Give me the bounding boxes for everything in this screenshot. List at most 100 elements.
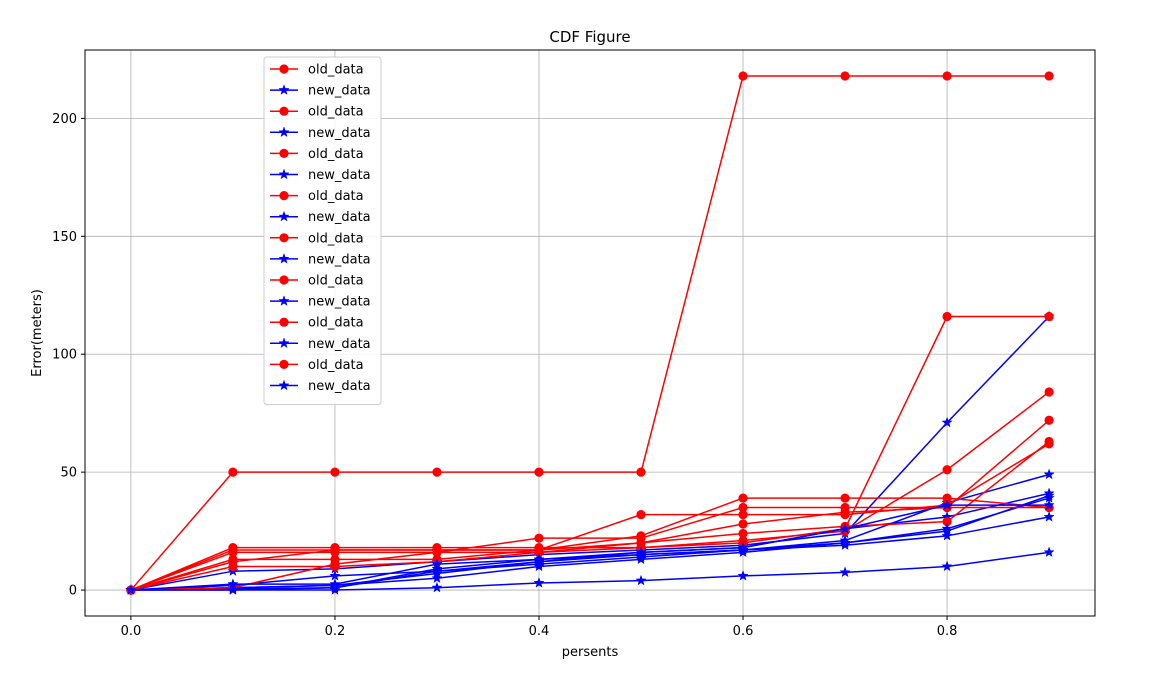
- data-point-10-7: [840, 509, 850, 520]
- data-point-13-3: [431, 581, 443, 593]
- data-point-0-8: [942, 71, 952, 81]
- data-point-7-4: [533, 560, 545, 572]
- data-point-6-9: [1044, 415, 1054, 425]
- data-point-12-4: [534, 533, 544, 543]
- legend-entry-4: old_data: [270, 147, 364, 162]
- legend-entry-11: new_data: [270, 295, 371, 310]
- legend-label-9: new_data: [308, 252, 371, 267]
- data-point-15-2: [329, 578, 341, 589]
- legend-marker-13: [278, 337, 290, 349]
- series-lines: [125, 71, 1055, 595]
- axis-ticks: 0.0 0.2 0.4 0.6 0.8 0 50 100 150 200: [52, 112, 957, 639]
- y-tick-label-4: 200: [52, 112, 77, 127]
- data-point-14-5: [636, 531, 646, 541]
- x-tick-label-2: 0.4: [529, 624, 550, 639]
- legend-marker-12: [279, 317, 289, 327]
- legend-marker-15: [278, 379, 290, 391]
- data-point-15-9: [1043, 499, 1055, 510]
- y-axis-label: Error(meters): [30, 289, 45, 377]
- legend-entry-8: old_data: [270, 231, 364, 246]
- legend-marker-5: [278, 168, 290, 180]
- data-point-14-2: [330, 545, 340, 555]
- series-15-new_data: [125, 499, 1055, 595]
- data-point-0-6: [738, 71, 748, 81]
- legend-marker-14: [279, 359, 289, 369]
- y-tick-label-3: 150: [52, 230, 77, 245]
- legend-entry-14: old_data: [270, 358, 364, 373]
- data-point-4-9: [1044, 387, 1054, 397]
- data-point-13-8: [941, 560, 953, 572]
- legend-label-1: new_data: [308, 84, 371, 99]
- legend-label-12: old_data: [308, 316, 364, 331]
- data-point-3-9: [1043, 468, 1055, 480]
- legend-label-3: new_data: [308, 126, 371, 141]
- data-point-0-5: [636, 467, 646, 477]
- data-point-15-6: [737, 541, 749, 553]
- legend-label-0: old_data: [308, 63, 364, 78]
- x-axis-label: persents: [562, 645, 619, 660]
- series-line-10: [130, 443, 1050, 591]
- data-point-12-7: [840, 502, 850, 513]
- legend-marker-1: [278, 84, 290, 95]
- data-point-15-8: [941, 499, 953, 510]
- data-point-0-3: [432, 467, 442, 477]
- data-point-8-8: [942, 517, 952, 527]
- legend-entry-1: new_data: [270, 84, 371, 99]
- series-14-old_data: [126, 493, 1054, 595]
- data-point-15-4: [533, 553, 545, 565]
- data-point-4-8: [942, 465, 952, 475]
- data-point-3-2: [329, 569, 341, 581]
- data-point-13-1: [227, 584, 239, 595]
- data-point-15-5: [635, 546, 647, 558]
- data-point-14-7: [840, 493, 850, 503]
- data-point-14-3: [432, 545, 442, 555]
- data-point-0-1: [228, 467, 238, 477]
- legend-label-2: old_data: [308, 105, 364, 120]
- series-line-4: [130, 391, 1050, 591]
- series-line-1: [130, 315, 1050, 591]
- data-point-14-6: [738, 493, 748, 503]
- legend-marker-3: [278, 126, 290, 138]
- data-point-0-7: [840, 71, 850, 81]
- legend-marker-7: [278, 210, 290, 222]
- y-tick-label-1: 50: [60, 466, 77, 481]
- data-point-10-6: [738, 509, 748, 520]
- data-point-7-3: [431, 572, 443, 584]
- legend-label-14: old_data: [308, 358, 364, 373]
- data-point-11-3: [431, 565, 443, 577]
- legend-entry-2: old_data: [270, 105, 364, 120]
- legend-label-4: old_data: [308, 147, 364, 162]
- legend-marker-11: [278, 295, 290, 306]
- data-point-11-9: [1043, 510, 1055, 522]
- data-point-6-6: [738, 519, 748, 529]
- legend-label-6: old_data: [308, 189, 364, 204]
- legend-entry-7: new_data: [270, 210, 371, 225]
- plot-frame: [84, 49, 1096, 617]
- data-point-2-8: [942, 311, 952, 322]
- data-point-1-8: [941, 416, 953, 428]
- legend: old_data new_data old_data new_data old_data…: [263, 56, 382, 406]
- legend-entry-9: new_data: [270, 252, 371, 267]
- data-point-10-5: [636, 509, 646, 520]
- legend-label-5: new_data: [308, 168, 371, 183]
- data-point-15-1: [227, 578, 239, 589]
- series-line-13: [130, 551, 1050, 591]
- series-line-11: [130, 516, 1050, 591]
- series-line-15: [130, 504, 1050, 591]
- data-point-13-6: [737, 569, 749, 581]
- series-line-0: [130, 75, 1050, 591]
- legend-marker-6: [279, 191, 289, 201]
- data-point-14-1: [228, 545, 238, 555]
- series-line-8: [130, 440, 1050, 591]
- data-point-13-9: [1043, 546, 1055, 558]
- series-line-14: [130, 497, 1050, 591]
- legend-label-7: new_data: [308, 210, 371, 225]
- data-point-8-6: [738, 528, 748, 539]
- legend-marker-8: [279, 233, 289, 243]
- x-tick-label-0: 0.0: [121, 624, 142, 639]
- legend-entry-10: old_data: [270, 274, 364, 289]
- legend-entry-6: old_data: [270, 189, 364, 204]
- data-point-14-4: [534, 545, 544, 555]
